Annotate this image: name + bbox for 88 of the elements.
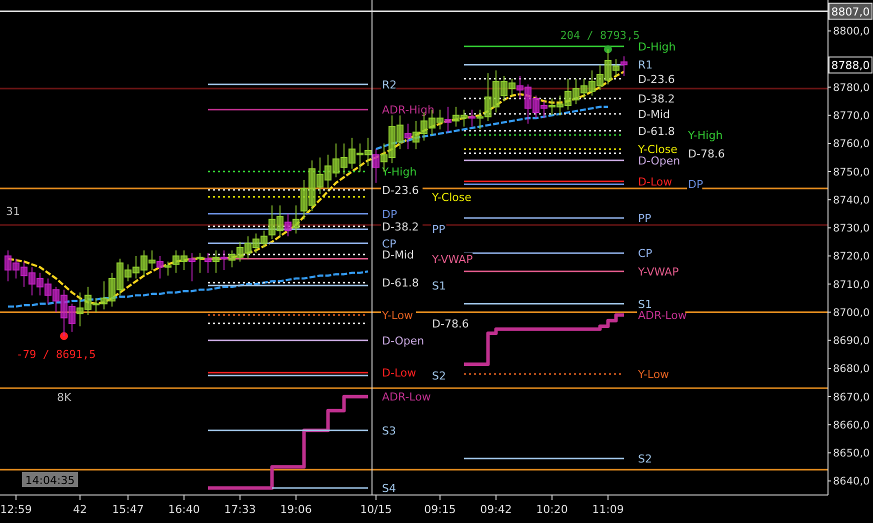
y-tick-label: 8720,0 <box>833 250 870 263</box>
series-label: D-23.6 <box>638 72 675 86</box>
series-label: R1 <box>638 58 653 72</box>
y-tick-label: 8670,0 <box>833 391 870 404</box>
x-tick-label: 09:15 <box>424 503 456 516</box>
x-tick-label: 09:42 <box>480 503 512 516</box>
candlestick <box>468 109 476 128</box>
candlestick <box>284 213 292 237</box>
y-tick-label: 8730,0 <box>833 222 870 235</box>
annotation: 8K <box>57 391 72 404</box>
y-tick-label: 8650,0 <box>833 448 870 460</box>
series-label: D-61.8 <box>638 124 675 138</box>
y-tick-label: 8740,0 <box>833 194 870 206</box>
series-label: D-38.2 <box>382 220 419 234</box>
text: Y-VWAP <box>431 252 474 266</box>
y-tick-label: 8750,0 <box>833 166 870 178</box>
candlestick <box>204 252 212 274</box>
series-label: D-Mid <box>638 108 670 121</box>
series-label: Y-High <box>381 166 417 179</box>
y-tick-label: 8770,0 <box>833 110 870 122</box>
text: PP <box>432 223 446 236</box>
series-label: S4 <box>382 482 396 495</box>
annotation: 31 <box>6 205 20 218</box>
text: S2 <box>432 369 446 382</box>
text: D-78.6 <box>688 147 725 160</box>
series-label: R2 <box>382 78 397 92</box>
series-label: D-61.8 <box>382 276 419 290</box>
series-label: DP <box>382 208 398 221</box>
x-tick-label: 16:40 <box>168 503 200 516</box>
text: DP <box>688 178 704 192</box>
text: D-78.6 <box>432 317 469 330</box>
x-tick-label: 11:09 <box>592 503 624 516</box>
annotation: 14:04:35 <box>25 474 75 487</box>
series-label: D-Mid <box>382 248 414 262</box>
y-tick-label: 8800,0 <box>833 26 870 38</box>
series-label: D-38.2 <box>638 92 675 106</box>
series-label: PP <box>638 212 652 225</box>
y-tick-label: 8680,0 <box>833 363 870 376</box>
series-label: Y-Low <box>637 368 670 382</box>
candlestick <box>372 148 380 184</box>
line-series <box>374 106 610 150</box>
series-label: D-Open <box>638 154 680 168</box>
series-label: Y-VWAP <box>637 265 680 278</box>
x-tick-label: 19:06 <box>280 503 312 516</box>
data-label: 204 / 8793,5 <box>560 29 640 42</box>
series-label: D-Open <box>382 334 424 348</box>
ref-line-label: 8807,0 <box>831 5 870 18</box>
candlestick <box>292 204 300 234</box>
candlestick <box>620 56 628 76</box>
y-tick-label: 8760,0 <box>833 138 870 150</box>
series-label: Y-Close <box>637 143 678 156</box>
series-label: Y-Low <box>381 309 414 322</box>
x-tick-label: 10/15 <box>360 503 392 516</box>
series-label: D-High <box>638 40 676 54</box>
x-tick-label: 12:59 <box>0 503 32 516</box>
y-tick-label: 8640,0 <box>833 476 870 488</box>
series-label: ADR-Low <box>638 309 687 322</box>
text: 8788,0 <box>831 59 870 72</box>
y-tick-label: 8700,0 <box>833 306 870 319</box>
text: S1 <box>432 279 446 292</box>
y-tick-label: 8710,0 <box>833 278 870 291</box>
data-label: -79 / 8691,5 <box>16 348 96 362</box>
candlestick <box>196 252 204 274</box>
y-tick-label: 8660,0 <box>833 419 870 432</box>
text: Y-Close <box>431 190 472 204</box>
candlestick <box>156 255 164 279</box>
text: Y-High <box>687 129 723 142</box>
y-tick-label: 8780,0 <box>833 82 870 94</box>
candlestick <box>188 252 196 282</box>
series-label: D-23.6 <box>382 184 419 197</box>
series-label: S3 <box>382 424 396 438</box>
series-label: D-Low <box>382 366 416 380</box>
series-label: S2 <box>638 452 652 466</box>
x-tick-label: 15:47 <box>112 503 144 516</box>
series-label: ADR-Low <box>382 390 431 404</box>
y-tick-label: 8690,0 <box>833 335 870 348</box>
series-label: CP <box>638 247 653 260</box>
x-tick-label: 42 <box>73 503 87 516</box>
series-label: CP <box>382 237 397 250</box>
candlestick <box>404 123 412 150</box>
series-label: S1 <box>638 298 652 311</box>
candlestick <box>220 250 228 270</box>
series-label: D-Low <box>638 175 672 188</box>
candlestick <box>212 250 220 274</box>
candlestick <box>444 106 452 133</box>
x-tick-label: 10:20 <box>536 503 568 516</box>
x-tick-label: 17:33 <box>224 503 256 516</box>
series-label: ADR-High <box>382 104 434 117</box>
